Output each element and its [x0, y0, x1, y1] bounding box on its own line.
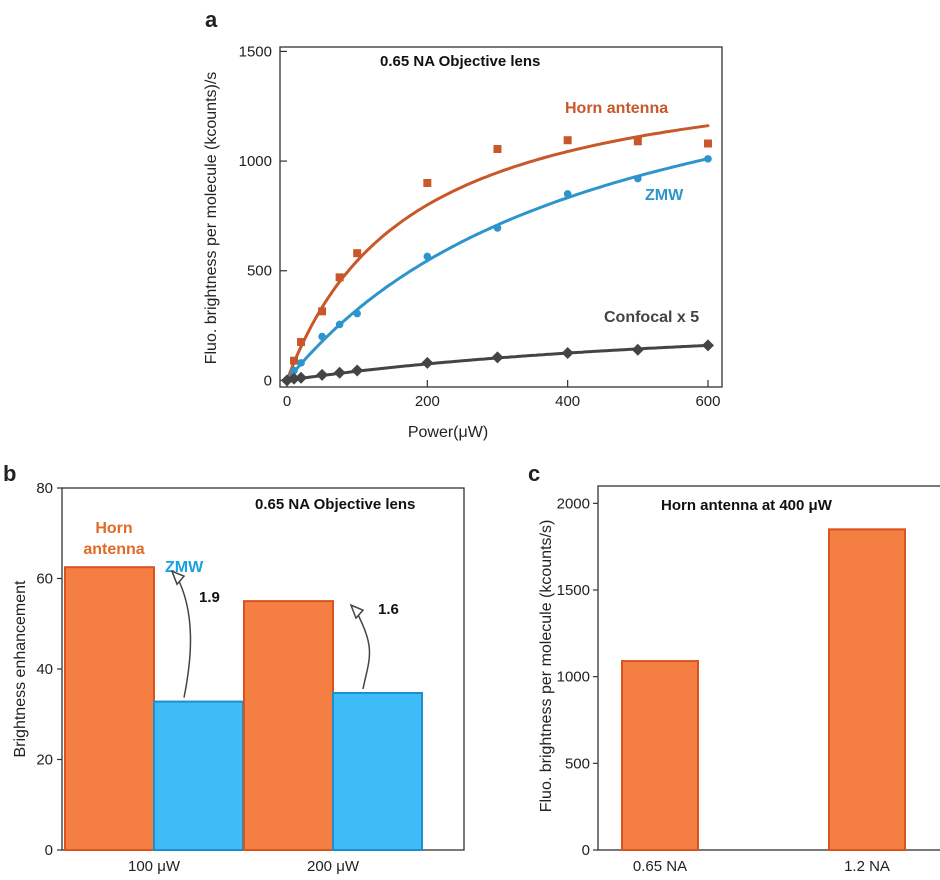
panel-b-bar-horn	[64, 566, 155, 851]
panel-a-point-horn	[703, 139, 712, 148]
panel-b-chart: 0.65 NA Objective lens Brightness enhanc…	[12, 480, 465, 875]
panel-a-point-zmw	[353, 309, 361, 318]
panel-a-ytick-label: 0	[264, 372, 272, 389]
panel-b-ytick-label: 20	[36, 752, 53, 769]
panel-b-ratio-label: 1.9	[199, 589, 220, 606]
panel-a-point-confocal	[295, 371, 308, 384]
panel-a-point-confocal	[288, 372, 301, 385]
panel-c-ylabel: Fluo. brightness per molecule (kcounts/s…	[538, 520, 555, 813]
panel-b-ytick-label: 60	[36, 571, 53, 588]
panel-b-arrow-head	[349, 603, 365, 620]
panel-a-point-zmw	[297, 359, 305, 367]
panel-b-category-label: 200 μW	[307, 858, 360, 875]
panel-b-letter: b	[3, 461, 16, 486]
panel-b-bar-horn	[243, 600, 334, 851]
panel-a-point-zmw	[318, 332, 326, 341]
panel-b-ytick-label: 0	[45, 842, 53, 859]
panel-b-arrow-head	[170, 569, 186, 586]
panel-c-ytick-label: 0	[582, 842, 590, 859]
panel-b-ylabel: Brightness enhancement	[12, 580, 29, 758]
panel-a-point-confocal	[491, 351, 504, 364]
panel-b-ytick-label: 40	[36, 661, 53, 678]
panel-c-ytick-label: 1500	[557, 582, 590, 599]
panel-a-ylabel: Fluo. brightness per molecule (kcounts)/…	[203, 72, 220, 365]
panel-a-ytick-label: 1500	[239, 43, 272, 60]
panel-a-point-horn	[318, 307, 327, 316]
panel-a-series-label-horn: Horn antenna	[565, 100, 668, 117]
panel-a-series-label-confocal: Confocal x 5	[604, 309, 699, 326]
panel-a-point-horn	[297, 338, 306, 347]
panel-a-frame	[279, 46, 723, 388]
panel-a-point-horn	[290, 356, 299, 365]
panel-a-xtick-label: 0	[283, 393, 291, 410]
panel-a-point-horn	[335, 273, 344, 282]
panel-a-point-zmw	[335, 320, 344, 329]
panel-a-point-horn	[353, 249, 362, 258]
panel-c-title: Horn antenna at 400 μW	[661, 497, 833, 514]
panel-a-point-horn	[563, 136, 572, 145]
panel-b-bar-zmw	[153, 700, 244, 852]
panel-a-xtick-label: 400	[555, 393, 580, 410]
panel-c-category-label: 1.2 NA	[844, 858, 890, 875]
panel-b-legend-horn-line1: Horn	[95, 520, 132, 537]
panel-c-ytick-label: 500	[565, 755, 590, 772]
panel-a-series-label-zmw: ZMW	[645, 187, 684, 204]
panel-a-ytick-label: 500	[247, 263, 272, 280]
panel-a-point-zmw	[493, 224, 502, 232]
panel-b-ratio-label: 1.6	[378, 601, 399, 618]
panel-c-bar	[621, 660, 699, 851]
panel-b-legend-horn-line2: antenna	[83, 541, 144, 558]
panel-a-point-zmw	[704, 155, 712, 163]
panel-c-letter: c	[528, 461, 540, 486]
panel-c-bar	[828, 528, 906, 851]
panel-a-ytick-label: 1000	[239, 153, 272, 170]
panel-a-point-zmw	[290, 366, 298, 375]
panel-a-chart: 0.65 NA Objective lens Power(μW) Fluo. b…	[203, 43, 723, 441]
panel-b-legend-zmw: ZMW	[165, 559, 204, 576]
panel-b-category-label: 100 μW	[128, 858, 181, 875]
panel-a-point-confocal	[631, 343, 644, 356]
panel-c-category-label: 0.65 NA	[633, 858, 687, 875]
panel-a-point-horn	[633, 137, 642, 146]
panel-a-fit-line	[285, 124, 710, 382]
panel-a-letter: a	[205, 7, 218, 32]
panel-a-point-confocal	[333, 366, 346, 379]
panel-a-point-zmw	[634, 174, 642, 183]
panel-a-point-confocal	[701, 339, 714, 352]
panel-a-point-confocal	[561, 347, 574, 359]
panel-c-ytick-label: 2000	[557, 495, 590, 512]
panel-a-title: 0.65 NA Objective lens	[380, 53, 540, 70]
panel-a-point-zmw	[563, 190, 572, 198]
panel-b-bar-zmw	[332, 691, 423, 851]
panel-a-point-horn	[493, 145, 502, 153]
panel-c-frame	[597, 485, 940, 851]
panel-a-point-confocal	[316, 368, 329, 381]
panel-a-point-confocal	[421, 356, 434, 369]
panel-a-xlabel: Power(μW)	[408, 424, 488, 441]
panel-b-title: 0.65 NA Objective lens	[255, 496, 415, 513]
panel-b-ytick-label: 80	[36, 480, 53, 497]
panel-c-ytick-label: 1000	[557, 669, 590, 686]
panel-b-arrow	[354, 608, 371, 690]
panel-a-point-zmw	[423, 252, 432, 261]
panel-a-xtick-label: 600	[695, 393, 720, 410]
panel-a-point-horn	[423, 179, 432, 187]
panel-c-chart: Horn antenna at 400 μW Fluo. brightness …	[538, 485, 940, 875]
panel-a-point-confocal	[351, 364, 364, 377]
panel-a-xtick-label: 200	[415, 393, 440, 410]
panel-b-arrow	[175, 574, 192, 698]
